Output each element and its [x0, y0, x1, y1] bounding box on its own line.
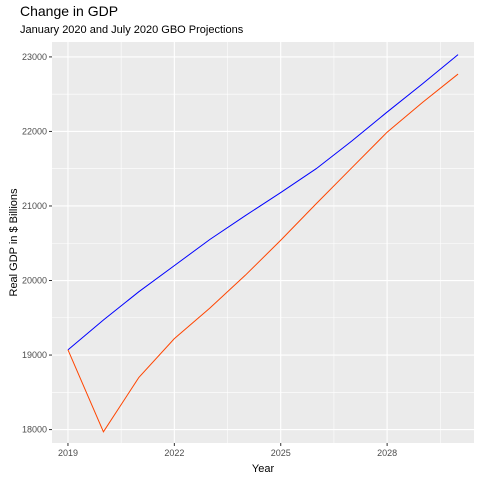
series-line-1 [67, 54, 459, 351]
y-axis-title: Real GDP in $ Billions [8, 188, 20, 297]
series-lines [67, 54, 459, 433]
x-tick-label: 2025 [271, 448, 291, 458]
y-tick-label: 20000 [22, 276, 47, 286]
x-tick-label: 2019 [58, 448, 78, 458]
y-tick-label: 18000 [22, 425, 47, 435]
y-tick-label: 19000 [22, 350, 47, 360]
x-axis: 2019 2022 2025 2028 [58, 443, 397, 458]
minor-gridlines [52, 42, 474, 443]
chart-title: Change in GDP [20, 3, 119, 19]
x-axis-title: Year [252, 463, 275, 475]
y-tick-label: 21000 [22, 201, 47, 211]
plot-panel [52, 42, 474, 443]
series-line-2 [67, 73, 459, 433]
y-tick-label: 22000 [22, 126, 47, 136]
x-tick-label: 2022 [164, 448, 184, 458]
x-tick-label: 2028 [377, 448, 397, 458]
chart-subtitle: January 2020 and July 2020 GBO Projectio… [20, 24, 244, 36]
y-tick-label: 23000 [22, 52, 47, 62]
y-axis: 18000 19000 20000 21000 22000 23000 [22, 52, 52, 435]
major-gridlines [52, 42, 474, 443]
